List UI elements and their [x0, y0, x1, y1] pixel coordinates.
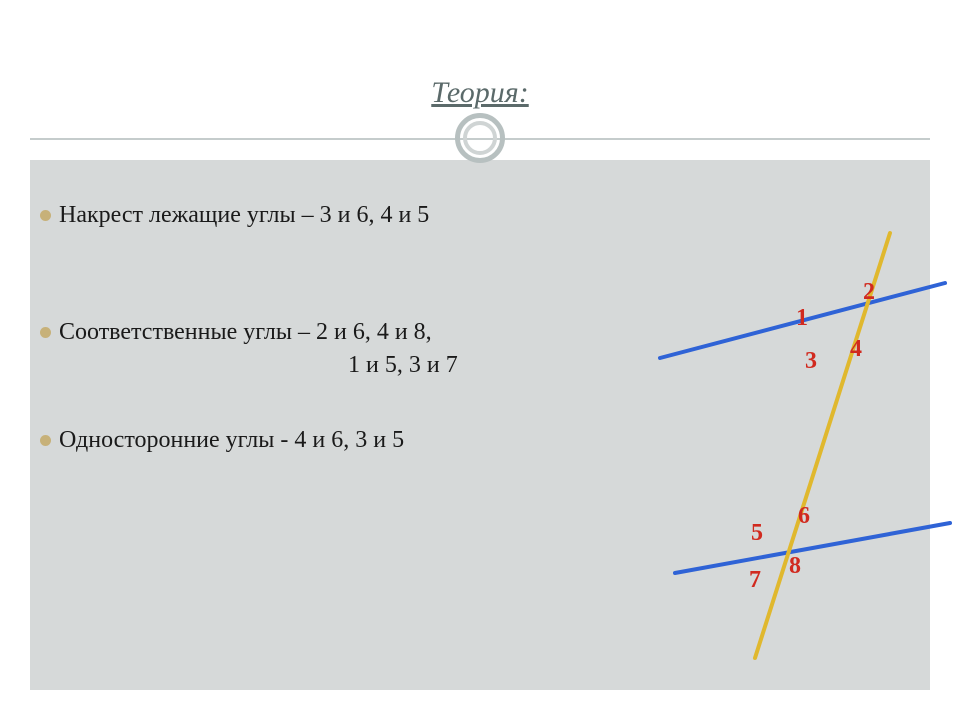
bullet-dot-icon — [40, 210, 51, 221]
bullet-text-2: Соответственные углы – 2 и 6, 4 и 8, — [59, 319, 432, 346]
bullet-dot-icon — [40, 327, 51, 338]
angle-label-2: 2 — [863, 279, 875, 306]
angle-label-1: 1 — [796, 305, 808, 332]
angle-label-7: 7 — [749, 567, 761, 594]
bullet-text-1: Накрест лежащие углы – 3 и 6, 4 и 5 — [59, 202, 429, 229]
bullet-subtext: 1 и 5, 3 и 7 — [348, 352, 458, 379]
angle-label-3: 3 — [805, 348, 817, 375]
angle-label-5: 5 — [751, 520, 763, 547]
angle-label-8: 8 — [789, 553, 801, 580]
title-ring-inner — [463, 121, 497, 155]
bullet-text-3: Односторонние углы - 4 и 6, 3 и 5 — [59, 427, 404, 454]
body-text: Накрест лежащие углы – 3 и 6, 4 и 5 Соот… — [40, 196, 458, 454]
bullet-item-1: Накрест лежащие углы – 3 и 6, 4 и 5 — [40, 202, 458, 229]
bullet-item-2: Соответственные углы – 2 и 6, 4 и 8, — [40, 319, 458, 346]
bullet-dot-icon — [40, 435, 51, 446]
angle-diagram — [640, 228, 960, 668]
slide: Теория: Накрест лежащие углы – 3 и 6, 4 … — [30, 18, 930, 690]
angle-label-4: 4 — [850, 336, 862, 363]
title-area: Теория: — [30, 18, 930, 110]
angle-label-6: 6 — [798, 503, 810, 530]
parallel-line-bottom — [675, 523, 950, 573]
slide-title: Теория: — [431, 76, 528, 110]
bullet-item-3: Односторонние углы - 4 и 6, 3 и 5 — [40, 427, 458, 454]
